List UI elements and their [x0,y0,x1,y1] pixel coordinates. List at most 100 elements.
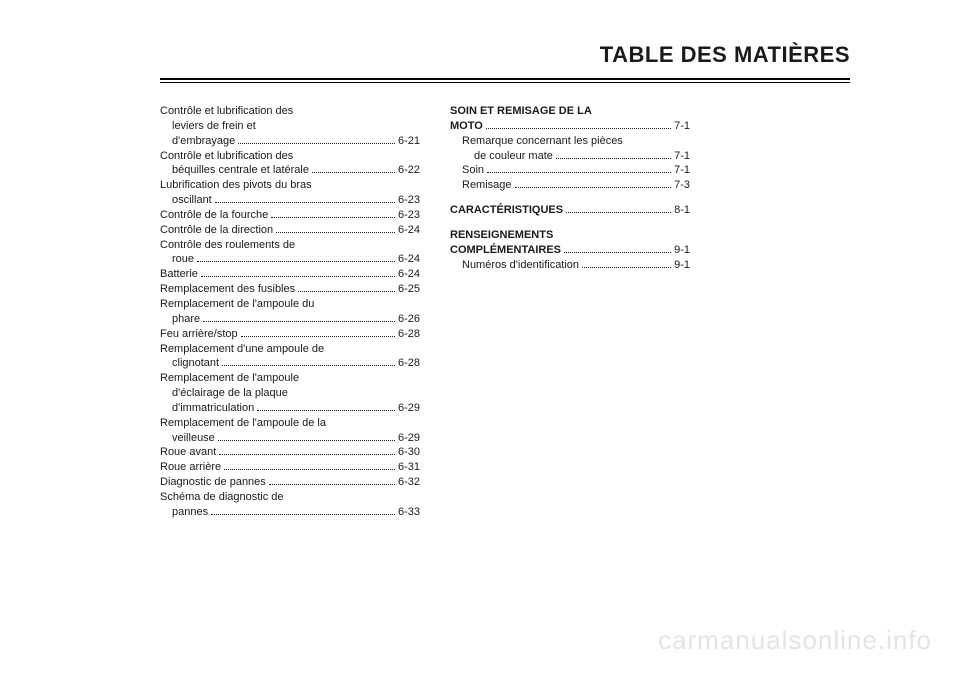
toc-entry: Contrôle et lubrification des leviers de… [160,104,420,149]
toc-entry: Roue arrière 6-31 [160,460,420,475]
leader-dots [197,255,395,263]
leader-dots [486,121,671,129]
rule-thick [160,78,850,80]
toc-page: 6-30 [398,445,420,460]
toc-content: Contrôle et lubrification des leviers de… [160,104,850,520]
toc-line: leviers de frein et [160,119,420,134]
leader-dots [238,136,395,144]
toc-entry: Remplacement de l'ampoule d'éclairage de… [160,371,420,416]
toc-entry: Diagnostic de pannes 6-32 [160,475,420,490]
toc-line: Remplacement des fusibles [160,282,295,297]
toc-line: Contrôle et lubrification des [160,149,420,164]
toc-section-title-line: COMPLÉMENTAIRES [450,243,561,258]
toc-section-title-line: MOTO [450,119,483,134]
toc-page: 8-1 [674,203,690,218]
toc-line: Contrôle et lubrification des [160,104,420,119]
toc-entry: Remplacement des fusibles6-25 [160,282,420,297]
toc-section-title-line: CARACTÉRISTIQUES [450,203,563,218]
leader-dots [224,463,395,471]
toc-page: 7-1 [674,163,690,178]
toc-line: Remplacement de l'ampoule [160,371,420,386]
toc-line: veilleuse [172,431,215,446]
toc-line: Remarque concernant les pièces [450,134,690,149]
toc-entry: Batterie 6-24 [160,267,420,282]
toc-line: d'embrayage [172,134,235,149]
toc-page: 6-29 [398,401,420,416]
toc-line: Lubrification des pivots du bras [160,178,420,193]
toc-line: Diagnostic de pannes [160,475,266,490]
toc-column-2: SOIN ET REMISAGE DE LA MOTO 7-1 Remarque … [450,104,690,520]
leader-dots [203,314,395,322]
leader-dots [257,403,395,411]
toc-line: clignotant [172,356,219,371]
toc-entry: Numéros d'identification9-1 [450,258,690,273]
leader-dots [222,359,395,367]
page-title: TABLE DES MATIÈRES [600,42,850,68]
toc-line: Roue avant [160,445,216,460]
leader-dots [582,260,671,268]
toc-page: 6-22 [398,163,420,178]
toc-line: Feu arrière/stop [160,327,238,342]
toc-page: 6-23 [398,193,420,208]
page: TABLE DES MATIÈRES Contrôle et lubrifica… [0,0,960,678]
toc-page: 6-31 [398,460,420,475]
toc-page: 6-24 [398,223,420,238]
leader-dots [201,270,395,278]
leader-dots [276,225,395,233]
toc-section-title-line: SOIN ET REMISAGE DE LA [450,104,690,119]
toc-page: 6-28 [398,356,420,371]
toc-entry: Remplacement d'une ampoule de clignotant… [160,342,420,372]
toc-line: d'éclairage de la plaque [160,386,420,401]
toc-line: béquilles centrale et latérale [172,163,309,178]
toc-page: 6-24 [398,252,420,267]
leader-dots [515,181,672,189]
toc-section-title-line: RENSEIGNEMENTS [450,228,690,243]
toc-entry: Feu arrière/stop 6-28 [160,327,420,342]
toc-page: 6-23 [398,208,420,223]
header: TABLE DES MATIÈRES [160,78,850,83]
leader-dots [564,245,671,253]
rule-thin [160,82,850,83]
toc-entry: Remisage 7-3 [450,178,690,193]
toc-page: 6-24 [398,267,420,282]
toc-line: de couleur mate [474,149,553,164]
toc-line: Contrôle de la fourche [160,208,268,223]
toc-page: 6-26 [398,312,420,327]
toc-page: 9-1 [674,243,690,258]
spacer [450,218,690,228]
toc-line: Batterie [160,267,198,282]
leader-dots [566,205,671,213]
toc-page: 6-28 [398,327,420,342]
toc-entry: Schéma de diagnostic de pannes6-33 [160,490,420,520]
leader-dots [219,448,395,456]
spacer [450,193,690,203]
toc-line: pannes [172,505,208,520]
toc-entry: Roue avant 6-30 [160,445,420,460]
toc-line: Remisage [462,178,512,193]
leader-dots [487,166,671,174]
toc-line: oscillant [172,193,212,208]
toc-entry: Soin7-1 [450,163,690,178]
toc-line: Roue arrière [160,460,221,475]
toc-line: Remplacement de l'ampoule de la [160,416,420,431]
leader-dots [556,151,671,159]
toc-page: 7-3 [674,178,690,193]
toc-page: 7-1 [674,149,690,164]
leader-dots [271,210,395,218]
toc-line: Numéros d'identification [462,258,579,273]
toc-entry: Lubrification des pivots du bras oscilla… [160,178,420,208]
toc-page: 6-32 [398,475,420,490]
leader-dots [241,329,395,337]
leader-dots [215,195,395,203]
toc-line: Remplacement d'une ampoule de [160,342,420,357]
toc-line: Contrôle de la direction [160,223,273,238]
toc-line: roue [172,252,194,267]
toc-page: 6-29 [398,431,420,446]
toc-line: phare [172,312,200,327]
toc-line: d'immatriculation [172,401,254,416]
toc-entry: Contrôle de la direction 6-24 [160,223,420,238]
leader-dots [218,433,395,441]
leader-dots [298,284,395,292]
toc-entry: Remplacement de l'ampoule du phare6-26 [160,297,420,327]
toc-page: 6-21 [398,134,420,149]
